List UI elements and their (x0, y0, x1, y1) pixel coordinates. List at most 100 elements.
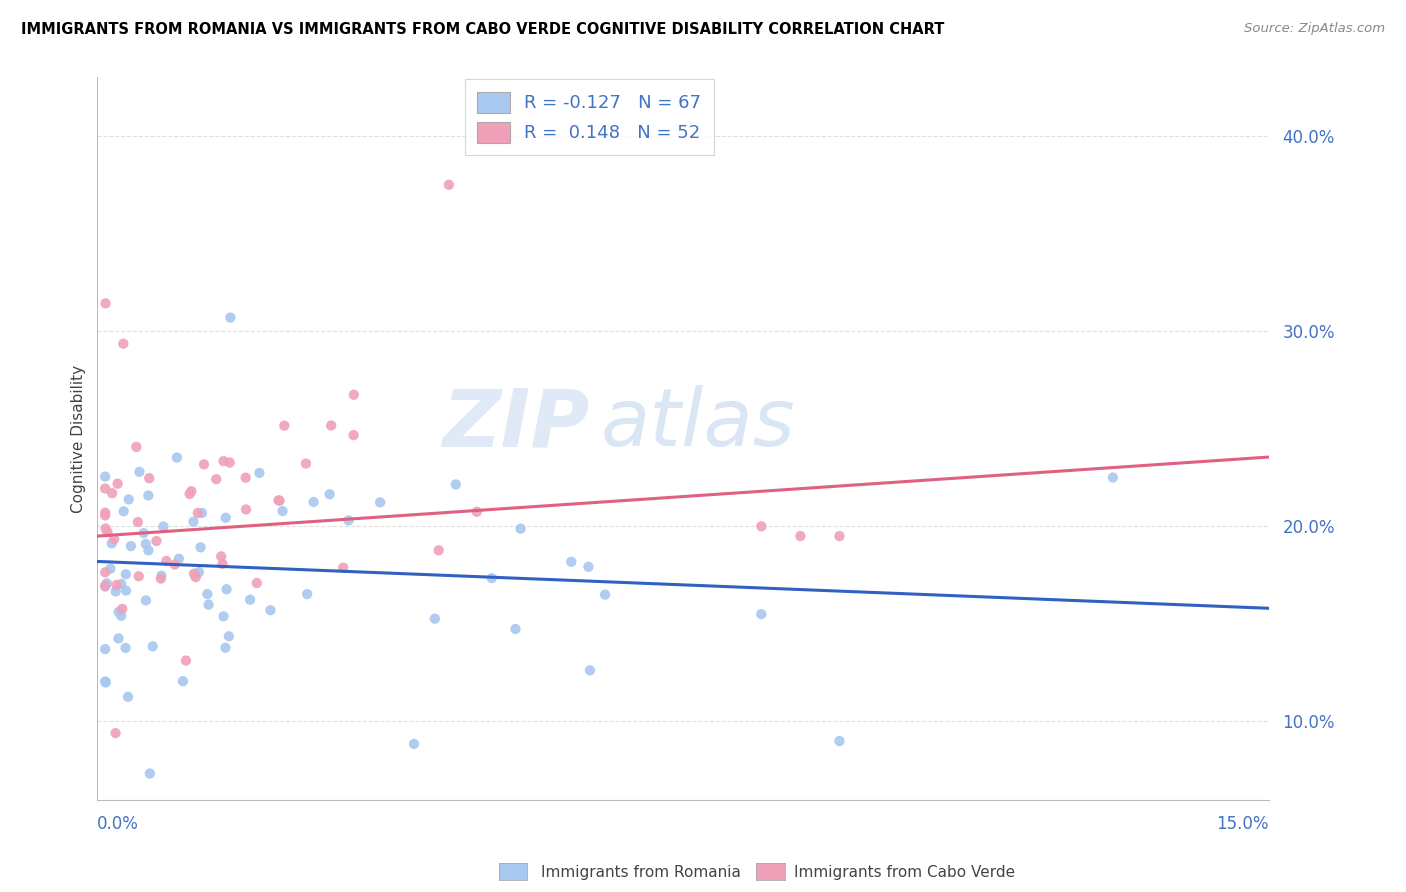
Point (197, 598, 219, 612)
Point (115, 567, 138, 582)
Point (578, 559, 600, 574)
Point (104, 726, 127, 740)
Point (212, 609, 235, 624)
Point (107, 476, 129, 491)
Point (183, 566, 205, 581)
Point (94, 642, 117, 657)
Point (214, 640, 236, 655)
Point (96, 525, 118, 540)
Point (828, 734, 851, 748)
Point (115, 583, 138, 598)
Point (135, 593, 157, 607)
Point (235, 502, 257, 516)
Point (481, 571, 503, 585)
Point (437, 178, 460, 192)
Point (107, 605, 129, 619)
Point (128, 569, 150, 583)
Text: atlas: atlas (602, 385, 796, 463)
Point (249, 466, 271, 480)
Point (105, 578, 128, 592)
Point (235, 470, 257, 484)
Point (211, 557, 233, 571)
Text: 15.0%: 15.0% (1216, 815, 1270, 833)
Point (184, 570, 207, 584)
Point (101, 486, 124, 500)
Point (215, 582, 238, 597)
Point (209, 549, 232, 564)
Text: Immigrants from Cabo Verde: Immigrants from Cabo Verde (794, 865, 1015, 880)
Point (112, 336, 135, 351)
Point (183, 515, 205, 529)
Point (337, 513, 360, 527)
Point (138, 471, 160, 485)
Point (402, 737, 425, 751)
Point (117, 690, 139, 704)
Point (332, 560, 354, 574)
Point (118, 492, 141, 507)
Point (195, 587, 218, 601)
Point (295, 587, 318, 601)
Point (94, 508, 117, 523)
Point (149, 572, 172, 586)
Point (509, 522, 531, 536)
Point (321, 418, 343, 433)
Point (269, 493, 291, 508)
Point (94, 579, 117, 593)
Point (94, 566, 117, 580)
Point (94, 522, 117, 536)
Point (138, 489, 160, 503)
Point (427, 543, 450, 558)
Point (205, 472, 228, 486)
Point (749, 607, 772, 622)
Point (101, 536, 124, 550)
Point (218, 456, 240, 470)
Point (110, 577, 132, 591)
Point (139, 766, 162, 780)
Point (423, 612, 446, 626)
Point (174, 654, 197, 668)
Point (215, 510, 238, 524)
Point (127, 515, 149, 529)
Point (505, 622, 527, 636)
Text: 0.0%: 0.0% (97, 815, 139, 833)
Point (172, 674, 194, 689)
Point (111, 602, 134, 616)
Point (187, 506, 209, 520)
Point (749, 519, 772, 533)
Point (155, 554, 177, 568)
Point (368, 495, 391, 509)
Y-axis label: Cognitive Disability: Cognitive Disability (72, 365, 86, 513)
Point (259, 603, 281, 617)
Point (128, 465, 150, 479)
Point (94, 674, 117, 689)
Point (135, 537, 157, 551)
Point (138, 543, 160, 558)
Point (295, 457, 318, 471)
Point (110, 608, 132, 623)
Point (132, 526, 155, 541)
Point (828, 529, 851, 543)
Point (94, 482, 117, 496)
Point (112, 504, 135, 518)
Point (302, 495, 325, 509)
Point (120, 539, 142, 553)
Point (180, 484, 202, 499)
Point (191, 506, 214, 520)
Point (166, 450, 188, 465)
Point (271, 504, 294, 518)
Point (560, 555, 582, 569)
Point (150, 568, 173, 582)
Point (342, 428, 364, 442)
Point (94, 675, 117, 690)
Point (239, 592, 262, 607)
Text: ZIP: ZIP (441, 385, 589, 463)
Point (179, 487, 201, 501)
Point (1101, 470, 1123, 484)
Point (94, 580, 117, 594)
Point (593, 588, 616, 602)
Point (579, 664, 602, 678)
Point (789, 529, 811, 543)
Point (167, 551, 190, 566)
Point (187, 565, 209, 579)
Point (152, 519, 174, 533)
